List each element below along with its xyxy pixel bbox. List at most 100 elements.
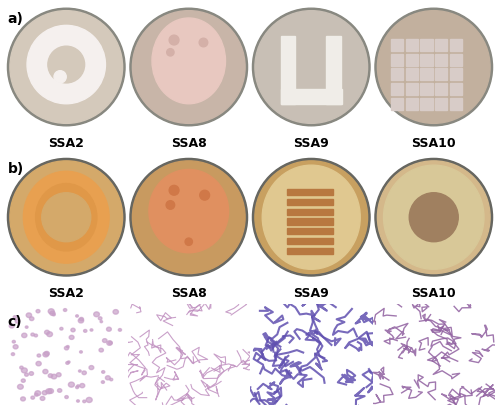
Text: SSA2: SSA2 bbox=[48, 286, 84, 299]
Circle shape bbox=[76, 386, 78, 389]
Bar bbox=[450, 98, 462, 111]
Bar bbox=[435, 40, 447, 52]
Circle shape bbox=[252, 9, 370, 126]
Circle shape bbox=[51, 374, 57, 379]
Circle shape bbox=[40, 396, 45, 401]
Circle shape bbox=[78, 319, 84, 323]
Circle shape bbox=[166, 49, 174, 57]
Bar bbox=[406, 98, 418, 111]
Circle shape bbox=[44, 352, 50, 356]
Circle shape bbox=[8, 159, 125, 276]
Text: SSA9: SSA9 bbox=[294, 136, 329, 149]
Bar bbox=[406, 69, 418, 81]
Bar bbox=[391, 40, 403, 52]
Text: SSA10: SSA10 bbox=[412, 286, 456, 299]
Circle shape bbox=[255, 12, 368, 124]
Circle shape bbox=[86, 397, 92, 403]
Circle shape bbox=[110, 378, 113, 381]
Circle shape bbox=[94, 312, 100, 317]
Text: b): b) bbox=[8, 162, 24, 176]
Circle shape bbox=[42, 391, 47, 395]
Circle shape bbox=[34, 393, 38, 396]
Circle shape bbox=[83, 400, 86, 403]
Circle shape bbox=[78, 370, 81, 372]
Circle shape bbox=[58, 389, 62, 392]
Circle shape bbox=[35, 391, 40, 396]
Bar bbox=[391, 84, 403, 96]
Bar bbox=[406, 40, 418, 52]
Bar bbox=[420, 84, 432, 96]
Circle shape bbox=[169, 36, 179, 46]
Text: SSA9: SSA9 bbox=[294, 286, 329, 299]
Bar bbox=[287, 199, 334, 205]
Circle shape bbox=[255, 162, 368, 274]
Ellipse shape bbox=[262, 166, 360, 270]
Bar bbox=[450, 54, 462, 66]
Text: SSA2: SSA2 bbox=[48, 136, 84, 149]
Circle shape bbox=[26, 326, 28, 328]
Circle shape bbox=[20, 366, 23, 369]
Circle shape bbox=[76, 315, 78, 318]
Text: SSA8: SSA8 bbox=[171, 286, 206, 299]
Bar bbox=[435, 69, 447, 81]
Ellipse shape bbox=[149, 170, 228, 253]
Circle shape bbox=[185, 239, 192, 246]
Circle shape bbox=[106, 376, 110, 380]
Circle shape bbox=[22, 333, 27, 338]
Circle shape bbox=[252, 159, 370, 276]
Bar bbox=[391, 54, 403, 66]
Bar bbox=[420, 40, 432, 52]
Circle shape bbox=[100, 321, 102, 323]
Circle shape bbox=[10, 12, 122, 124]
Circle shape bbox=[90, 329, 93, 331]
Bar bbox=[420, 69, 432, 81]
Circle shape bbox=[82, 371, 86, 375]
Bar bbox=[280, 37, 295, 104]
Circle shape bbox=[98, 317, 102, 320]
Ellipse shape bbox=[24, 172, 109, 264]
Circle shape bbox=[21, 379, 25, 382]
Circle shape bbox=[375, 159, 492, 276]
Circle shape bbox=[102, 381, 104, 384]
Circle shape bbox=[13, 316, 16, 319]
Circle shape bbox=[80, 384, 84, 388]
Circle shape bbox=[27, 26, 106, 104]
Bar bbox=[391, 69, 403, 81]
Circle shape bbox=[47, 332, 52, 337]
Circle shape bbox=[378, 12, 490, 124]
Bar bbox=[391, 98, 403, 111]
Circle shape bbox=[199, 39, 207, 48]
Ellipse shape bbox=[384, 166, 484, 270]
Circle shape bbox=[66, 362, 69, 364]
Circle shape bbox=[48, 47, 84, 84]
Bar bbox=[280, 90, 342, 104]
Ellipse shape bbox=[36, 184, 97, 251]
Circle shape bbox=[130, 159, 248, 276]
Circle shape bbox=[132, 162, 245, 274]
Circle shape bbox=[56, 373, 61, 377]
Circle shape bbox=[46, 389, 52, 394]
Circle shape bbox=[48, 389, 54, 394]
Circle shape bbox=[68, 382, 74, 387]
Circle shape bbox=[10, 162, 122, 274]
Circle shape bbox=[89, 366, 94, 370]
Circle shape bbox=[36, 362, 41, 366]
Bar bbox=[287, 209, 334, 215]
Text: a): a) bbox=[8, 12, 24, 26]
Circle shape bbox=[36, 310, 40, 313]
Circle shape bbox=[132, 12, 245, 124]
Circle shape bbox=[113, 310, 118, 314]
Circle shape bbox=[12, 341, 16, 343]
Circle shape bbox=[169, 186, 179, 196]
Circle shape bbox=[80, 351, 82, 353]
Bar bbox=[435, 84, 447, 96]
Circle shape bbox=[118, 329, 122, 331]
Circle shape bbox=[71, 328, 75, 332]
Bar bbox=[287, 190, 334, 196]
Circle shape bbox=[64, 346, 68, 350]
Circle shape bbox=[48, 309, 54, 314]
Circle shape bbox=[69, 335, 74, 340]
Circle shape bbox=[34, 334, 37, 337]
Circle shape bbox=[20, 397, 25, 401]
Circle shape bbox=[130, 9, 248, 126]
